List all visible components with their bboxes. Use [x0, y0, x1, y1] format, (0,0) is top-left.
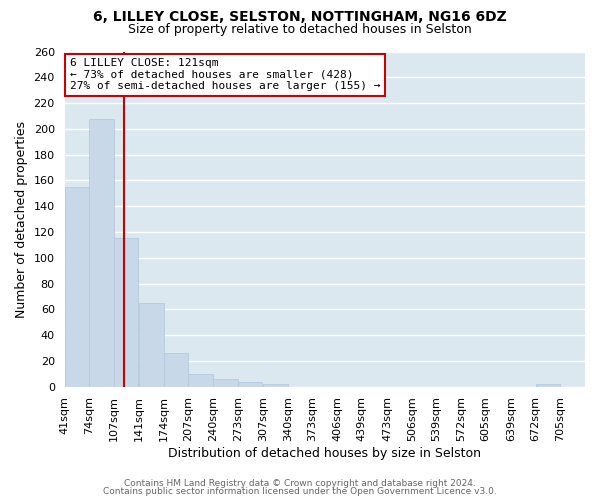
Bar	[164, 353, 188, 386]
Text: Contains HM Land Registry data © Crown copyright and database right 2024.: Contains HM Land Registry data © Crown c…	[124, 478, 476, 488]
Text: Size of property relative to detached houses in Selston: Size of property relative to detached ho…	[128, 22, 472, 36]
X-axis label: Distribution of detached houses by size in Selston: Distribution of detached houses by size …	[168, 447, 481, 460]
Bar	[65, 187, 89, 386]
Text: 6, LILLEY CLOSE, SELSTON, NOTTINGHAM, NG16 6DZ: 6, LILLEY CLOSE, SELSTON, NOTTINGHAM, NG…	[93, 10, 507, 24]
Bar	[213, 379, 238, 386]
Bar	[139, 303, 164, 386]
Text: Contains public sector information licensed under the Open Government Licence v3: Contains public sector information licen…	[103, 487, 497, 496]
Bar	[536, 384, 560, 386]
Bar	[188, 374, 213, 386]
Bar	[238, 382, 262, 386]
Bar	[114, 238, 139, 386]
Bar	[263, 384, 288, 386]
Y-axis label: Number of detached properties: Number of detached properties	[15, 120, 28, 318]
Text: 6 LILLEY CLOSE: 121sqm
← 73% of detached houses are smaller (428)
27% of semi-de: 6 LILLEY CLOSE: 121sqm ← 73% of detached…	[70, 58, 380, 92]
Bar	[89, 118, 114, 386]
